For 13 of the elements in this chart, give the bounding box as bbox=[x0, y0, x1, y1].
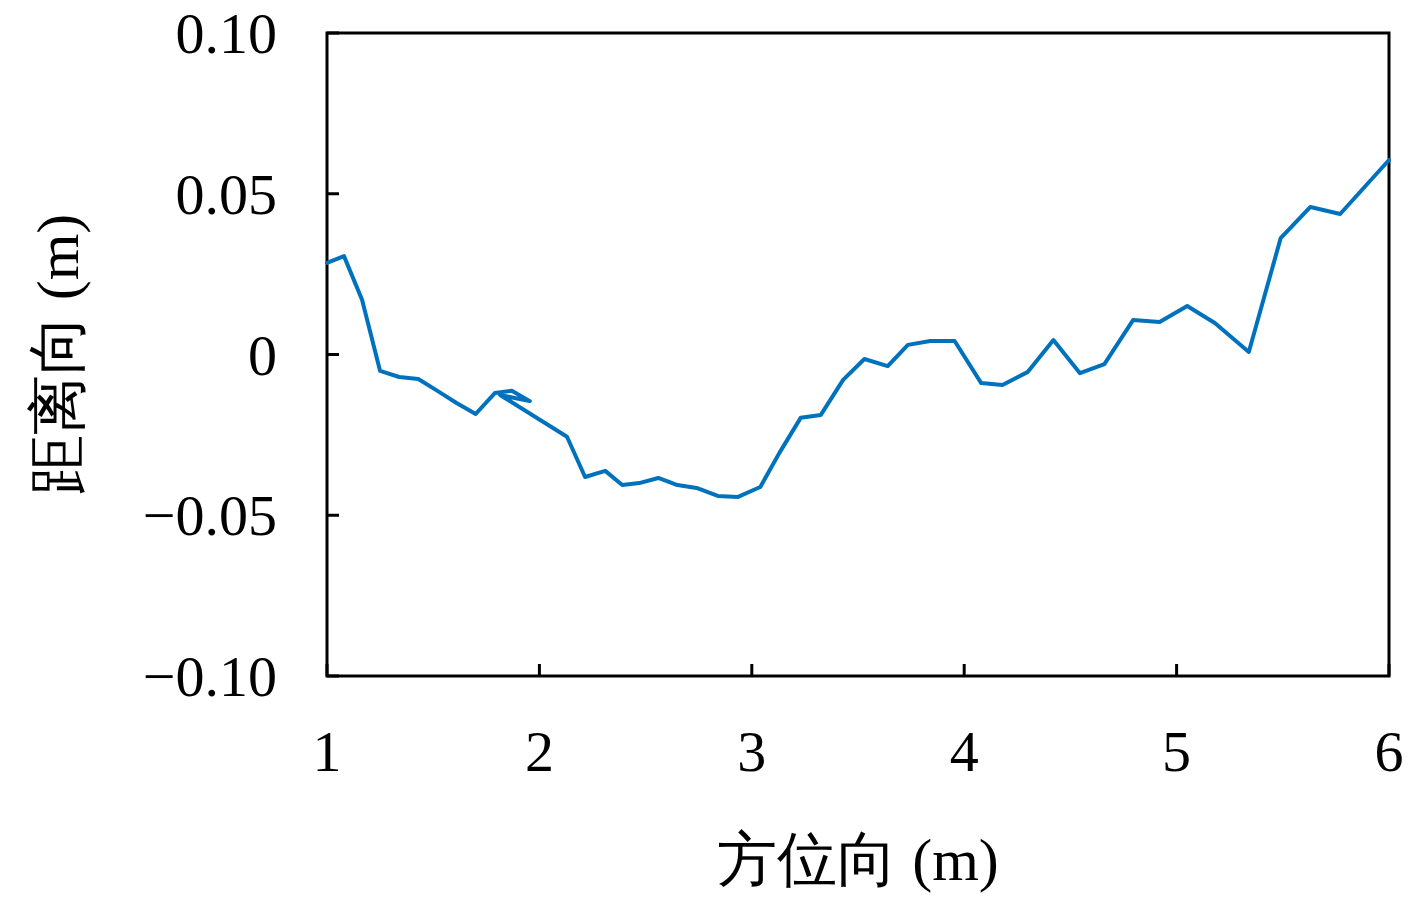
x-axis-title: 方位向 (m) bbox=[717, 827, 999, 893]
y-tick-label: −0.05 bbox=[142, 483, 277, 549]
y-axis-title: 距离向 (m) bbox=[25, 213, 91, 496]
y-tick-label: 0.10 bbox=[175, 1, 277, 66]
y-tick-label: 0.05 bbox=[175, 161, 277, 227]
x-tick-label: 2 bbox=[524, 719, 554, 784]
x-tick-label: 5 bbox=[1162, 719, 1192, 784]
x-tick-label: 6 bbox=[1374, 719, 1404, 784]
x-tick-label: 1 bbox=[312, 719, 342, 784]
y-tick-label: 0 bbox=[248, 322, 277, 388]
y-tick-label: −0.10 bbox=[142, 644, 277, 709]
x-tick-label: 4 bbox=[949, 719, 979, 784]
x-tick-label: 3 bbox=[737, 719, 767, 784]
